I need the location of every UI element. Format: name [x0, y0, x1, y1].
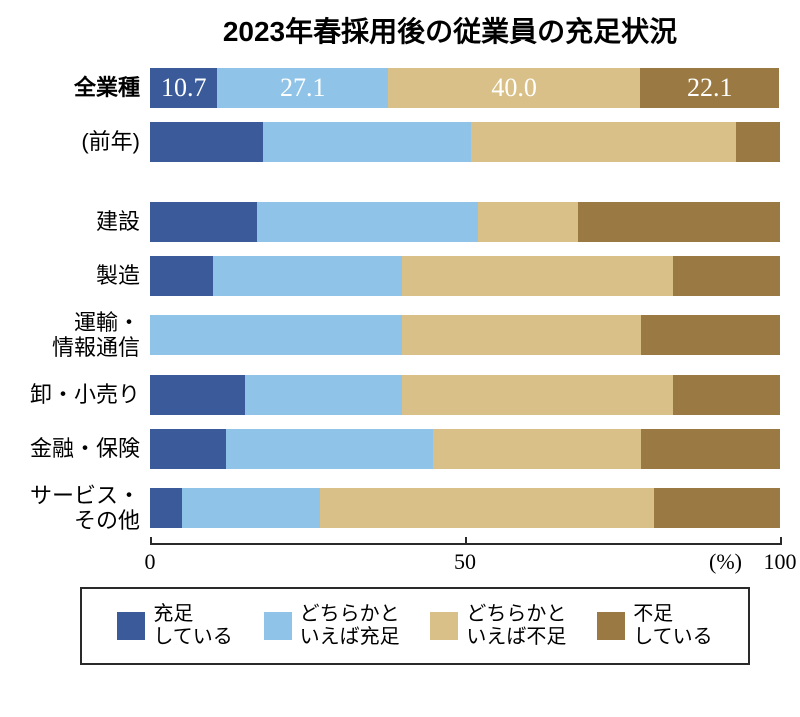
stacked-bar-chart: 全業種10.727.140.022.1(前年)建設製造運輸・ 情報通信卸・小売り… [20, 68, 780, 533]
legend-label: どちらかと いえば充足 [300, 603, 400, 649]
bar-segment [150, 202, 257, 242]
bar-segment [150, 122, 263, 162]
bar-segment [402, 315, 641, 355]
legend-label: どちらかと いえば不足 [466, 603, 566, 649]
bar-segment [150, 488, 182, 528]
legend-item: 不足 している [597, 603, 712, 649]
legend: 充足 している どちらかと いえば充足 どちらかと いえば不足 不足 している [80, 587, 750, 665]
bar-segment [402, 256, 673, 296]
legend-swatch [597, 612, 625, 640]
bar-segment: 10.7 [150, 68, 217, 108]
axis-tick-label: 50 [454, 549, 476, 575]
stacked-bar [150, 315, 780, 355]
bar-segment [226, 429, 434, 469]
axis-tick [465, 537, 467, 545]
row-label: 運輸・ 情報通信 [20, 310, 150, 361]
axis-tick [150, 537, 152, 545]
legend-swatch [264, 612, 292, 640]
bar-row: 卸・小売り [20, 375, 780, 415]
x-axis: 050100(%) [20, 543, 780, 575]
stacked-bar: 10.727.140.022.1 [150, 68, 780, 108]
stacked-bar [150, 256, 780, 296]
bar-segment [736, 122, 780, 162]
bar-row: 製造 [20, 256, 780, 296]
row-label: 製造 [20, 263, 150, 288]
bar-segment [320, 488, 654, 528]
row-label: (前年) [20, 129, 150, 154]
bar-segment [263, 122, 471, 162]
bar-segment [578, 202, 780, 242]
bar-segment [150, 375, 245, 415]
bar-row: 金融・保険 [20, 429, 780, 469]
legend-label: 充足 している [153, 603, 232, 649]
bar-row: サービス・ その他 [20, 483, 780, 534]
stacked-bar [150, 429, 780, 469]
bar-segment [150, 256, 213, 296]
bar-segment [433, 429, 641, 469]
stacked-bar [150, 202, 780, 242]
chart-title: 2023年春採用後の従業員の充足状況 [120, 10, 780, 50]
bar-segment [245, 375, 403, 415]
bar-segment [641, 429, 780, 469]
bar-segment [654, 488, 780, 528]
legend-label: 不足 している [633, 603, 712, 649]
bar-segment [478, 202, 579, 242]
bar-segment [471, 122, 736, 162]
row-label: 全業種 [20, 75, 150, 100]
stacked-bar [150, 122, 780, 162]
bar-segment [213, 256, 402, 296]
bar-segment [641, 315, 780, 355]
bar-row: 全業種10.727.140.022.1 [20, 68, 780, 108]
row-label: 卸・小売り [20, 382, 150, 407]
bar-segment [673, 375, 780, 415]
row-label: サービス・ その他 [20, 483, 150, 534]
bar-segment: 27.1 [217, 68, 388, 108]
bar-segment: 22.1 [640, 68, 779, 108]
row-label: 建設 [20, 209, 150, 234]
stacked-bar [150, 375, 780, 415]
bar-row: (前年) [20, 122, 780, 162]
legend-swatch [430, 612, 458, 640]
bar-row: 運輸・ 情報通信 [20, 310, 780, 361]
bar-row: 建設 [20, 202, 780, 242]
legend-item: どちらかと いえば不足 [430, 603, 566, 649]
legend-item: どちらかと いえば充足 [264, 603, 400, 649]
bar-segment [150, 315, 402, 355]
bar-segment: 40.0 [388, 68, 640, 108]
legend-item: 充足 している [117, 603, 232, 649]
bar-segment [182, 488, 321, 528]
row-label: 金融・保険 [20, 436, 150, 461]
axis-tick-label: 100 [764, 549, 797, 575]
stacked-bar [150, 488, 780, 528]
bar-segment [257, 202, 478, 242]
bar-segment [402, 375, 673, 415]
bar-segment [673, 256, 780, 296]
axis-tick-label: 0 [145, 549, 156, 575]
bar-segment [150, 429, 226, 469]
legend-swatch [117, 612, 145, 640]
axis-tick [780, 537, 782, 545]
axis-unit-label: (%) [709, 549, 742, 575]
